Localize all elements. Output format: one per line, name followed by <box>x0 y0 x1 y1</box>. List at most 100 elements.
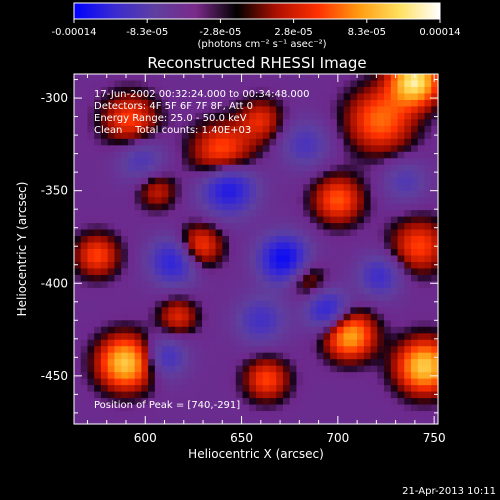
heatmap-cell <box>229 242 237 250</box>
heatmap-cell <box>127 261 136 270</box>
heatmap-cell <box>181 145 190 153</box>
heatmap-cell <box>100 74 109 82</box>
heatmap-cell <box>323 74 331 82</box>
heatmap-cell <box>330 352 338 360</box>
heatmap-cell <box>235 151 244 159</box>
heatmap-cell <box>411 164 419 172</box>
heatmap-cell <box>202 365 210 373</box>
heatmap-cell <box>208 411 217 419</box>
heatmap-cell <box>235 132 244 140</box>
heatmap-cell <box>336 119 345 127</box>
heatmap-cell <box>168 261 176 270</box>
heatmap-cell <box>148 326 156 334</box>
heatmap-cell <box>168 80 176 88</box>
heatmap-cell <box>431 398 439 406</box>
heatmap-cell <box>384 242 392 250</box>
heatmap-cell <box>235 359 244 367</box>
heatmap-cell <box>202 112 210 120</box>
heatmap-cell <box>181 138 190 146</box>
heatmap-cell <box>215 158 223 166</box>
heatmap-cell <box>343 112 351 120</box>
heatmap-cell <box>134 223 143 231</box>
heatmap-cell <box>107 164 116 172</box>
heatmap-cell <box>350 164 358 172</box>
heatmap-cell <box>424 236 432 244</box>
heatmap-cell <box>195 190 203 198</box>
heatmap-cell <box>384 372 392 380</box>
heatmap-cell <box>229 274 237 283</box>
heatmap-cell <box>134 346 143 354</box>
heatmap-cell <box>424 177 432 185</box>
heatmap-cell <box>363 359 372 367</box>
heatmap-cell <box>87 385 95 393</box>
heatmap-cell <box>377 93 385 101</box>
heatmap-cell <box>107 223 116 231</box>
heatmap-cell <box>303 80 311 88</box>
heatmap-cell <box>154 236 163 244</box>
heatmap-cell <box>154 307 163 315</box>
heatmap-cell <box>424 132 432 140</box>
heatmap-cell <box>222 411 230 419</box>
heatmap-cell <box>262 307 271 315</box>
heatmap-cell <box>134 158 143 166</box>
heatmap-cell <box>87 320 95 328</box>
heatmap-cell <box>154 171 163 179</box>
heatmap-cell <box>256 125 264 133</box>
heatmap-cell <box>343 339 351 347</box>
heatmap-cell <box>134 197 143 205</box>
heatmap-cell <box>202 326 210 334</box>
heatmap-cell <box>343 359 351 367</box>
heatmap-cell <box>417 158 426 166</box>
heatmap-cell <box>370 391 378 399</box>
heatmap-cell <box>336 339 345 347</box>
heatmap-cell <box>148 333 156 341</box>
heatmap-cell <box>350 119 358 127</box>
heatmap-cell <box>208 346 217 354</box>
heatmap-cell <box>161 190 169 198</box>
heatmap-cell <box>397 287 405 295</box>
heatmap-cell <box>431 229 439 237</box>
heatmap-cell <box>229 138 237 146</box>
heatmap-cell <box>424 274 432 283</box>
heatmap-cell <box>154 359 163 367</box>
heatmap-cell <box>87 229 95 237</box>
heatmap-cell <box>269 132 277 140</box>
heatmap-cell <box>282 203 291 211</box>
heatmap-cell <box>80 80 89 88</box>
heatmap-cell <box>431 404 439 412</box>
heatmap-cell <box>127 417 136 425</box>
heatmap-cell <box>282 326 291 334</box>
heatmap-cell <box>404 300 412 308</box>
heatmap-cell <box>87 203 95 211</box>
heatmap-cell <box>121 210 129 218</box>
heatmap-cell <box>188 203 196 211</box>
heatmap-cell <box>309 300 318 308</box>
heatmap-cell <box>276 229 284 237</box>
heatmap-cell <box>357 223 365 231</box>
heatmap-cell <box>154 378 163 386</box>
heatmap-cell <box>262 339 271 347</box>
heatmap-cell <box>282 164 291 172</box>
heatmap-cell <box>161 398 169 406</box>
heatmap-cell <box>390 151 399 159</box>
heatmap-cell <box>94 119 102 127</box>
heatmap-cell <box>87 307 95 315</box>
heatmap-cell <box>282 398 291 406</box>
heatmap-cell <box>370 417 378 425</box>
heatmap-cell <box>100 339 109 347</box>
heatmap-cell <box>269 190 277 198</box>
heatmap-cell <box>276 132 284 140</box>
heatmap-cell <box>188 236 196 244</box>
heatmap-cell <box>107 74 116 82</box>
heatmap-cell <box>303 236 311 244</box>
heatmap-cell <box>208 333 217 341</box>
heatmap-cell <box>100 242 109 250</box>
heatmap-cell <box>235 223 244 231</box>
heatmap-cell <box>222 106 230 114</box>
heatmap-cell <box>134 119 143 127</box>
heatmap-cell <box>370 164 378 172</box>
heatmap-cell <box>282 74 291 82</box>
heatmap-cell <box>188 398 196 406</box>
heatmap-cell <box>323 391 331 399</box>
heatmap-cell <box>309 119 318 127</box>
